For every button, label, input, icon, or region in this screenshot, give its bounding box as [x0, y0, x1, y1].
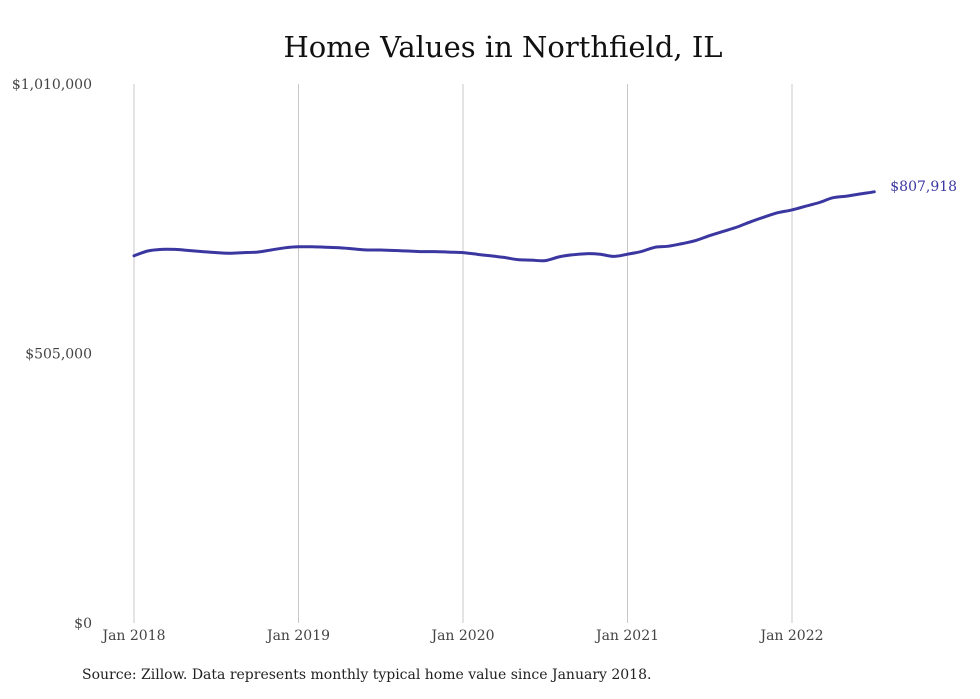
grid-lines [133, 84, 793, 623]
y-tick-label: $0 [74, 616, 92, 632]
y-tick-label: $1,010,000 [12, 77, 92, 93]
x-tick-label: Jan 2021 [594, 628, 659, 644]
series-line [132, 190, 876, 263]
chart-title: Home Values in Northfield, IL [283, 30, 723, 64]
x-tick-label: Jan 2019 [265, 628, 330, 644]
series-group [132, 190, 876, 263]
x-tick-label: Jan 2022 [758, 628, 823, 644]
end-value-label: $807,918 [890, 179, 957, 195]
x-tick-label: Jan 2018 [100, 628, 165, 644]
source-note: Source: Zillow. Data represents monthly … [82, 667, 652, 683]
x-axis-ticks: Jan 2018 Jan 2019 Jan 2020 Jan 2021 Jan 2022 [100, 628, 823, 644]
line-chart: $0$505,000$1,010,000 Jan 2018 Jan 2019 Jan… [12, 77, 957, 644]
data-labels: $807,918 [890, 179, 957, 195]
y-axis-ticks: $0 $505,000 $1,010,000 [12, 77, 92, 632]
x-tick-label: Jan 2020 [429, 628, 494, 644]
y-tick-label: $505,000 [25, 347, 92, 363]
